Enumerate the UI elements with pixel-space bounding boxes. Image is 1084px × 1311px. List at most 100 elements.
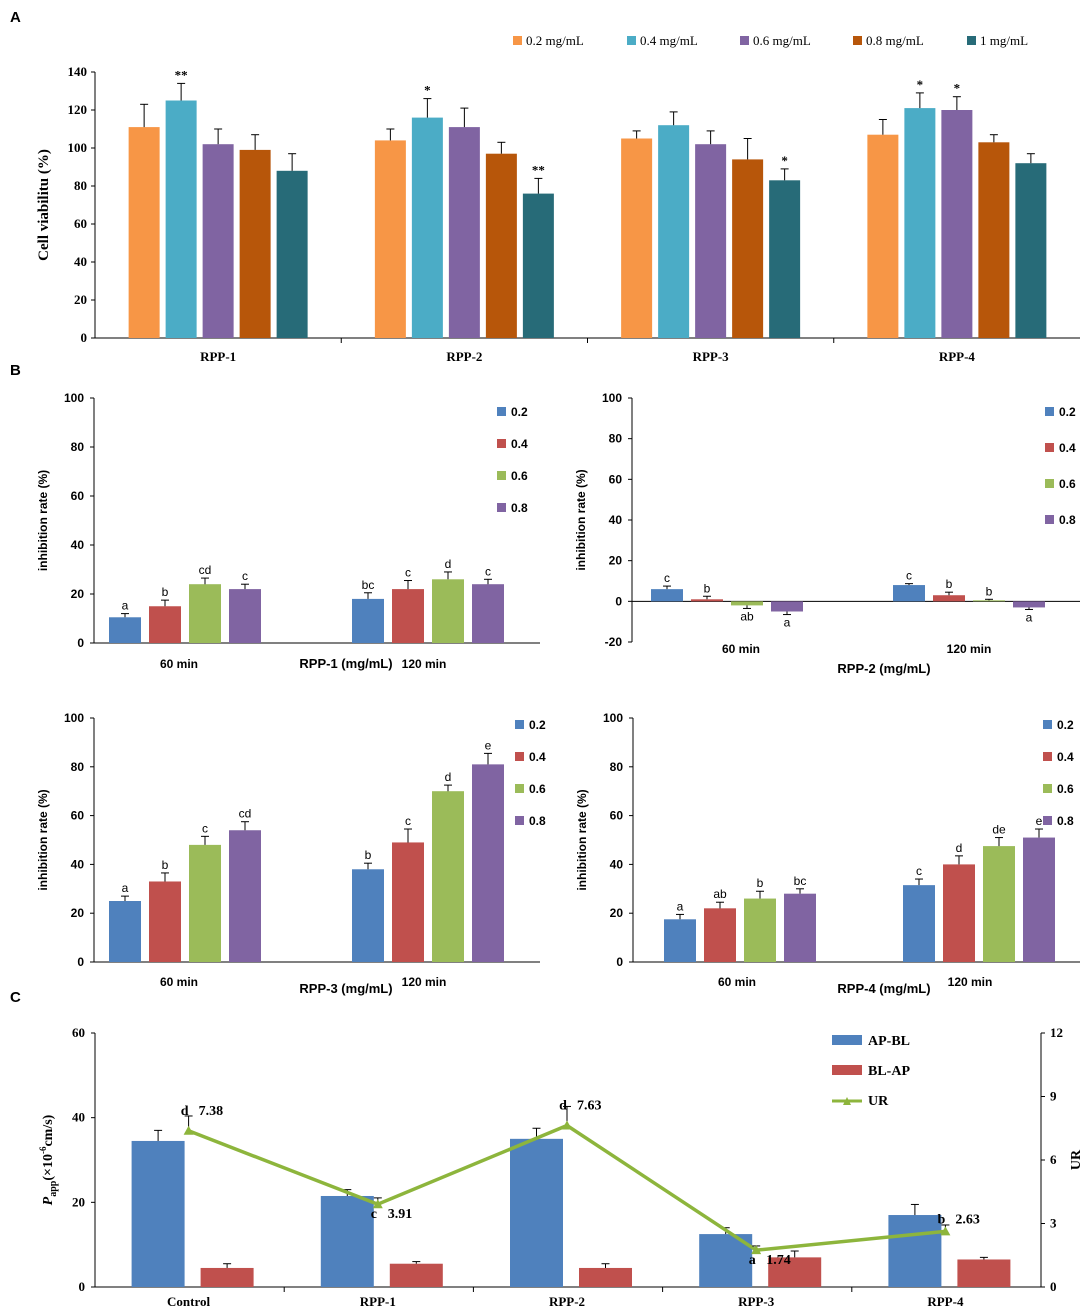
legend-swatch [515,816,524,825]
x-tick-label: RPP-3 [738,1294,775,1309]
bar [109,901,141,962]
x-tick-label: 60 min [722,642,760,656]
y-tick-label: 80 [71,440,85,454]
significance-label: c [485,564,491,578]
legend-swatch [515,720,524,729]
bar [320,1195,374,1287]
legend-label: 0.2 mg/mL [526,33,584,48]
x-axis-title: RPP-1 (mg/mL) [299,656,392,671]
bar [695,144,727,338]
y-axis-title: Papp(×10-6cm/s) [38,1114,59,1205]
bar [973,600,1005,602]
significance-label: ** [175,67,188,82]
significance-label: b [757,876,764,890]
significance-label: c [906,569,912,583]
chart-c: 0 20 40 60 0 3 6 9 12 Papp(×10-6cm/s) UR Control RPP… [38,1025,1084,1309]
y-axis-title: inhibition rate (%) [36,789,50,890]
legend-swatch [1045,479,1054,488]
chart-b3: 0 20 40 60 80 100 inhibition rate (%) 60 min a b c… [36,711,546,996]
y-tick-label: 0 [79,1279,86,1294]
significance-label: b [986,584,993,598]
legend-swatch [1045,443,1054,452]
y-tick-label: 60 [74,216,87,231]
y-tick-label: 100 [602,391,622,405]
significance-label: cd [239,807,252,821]
ur-marker [372,1199,383,1209]
y-tick-label: 40 [71,538,85,552]
x-axis-title: RPP-4 (mg/mL) [837,981,930,996]
y-axis-title-unit: cm/s) [41,1114,56,1146]
significance-label: a [122,599,129,613]
legend-swatch [1045,407,1054,416]
significance-label: ** [532,162,545,177]
bar [579,1267,632,1287]
legend-label: 0.2 [529,718,546,732]
bar [744,898,776,962]
y-tick-label: 40 [72,1110,85,1125]
significance-label: b [365,848,372,862]
significance-label: b [946,577,953,591]
bar [867,134,899,338]
significance-label: b [162,585,169,599]
x-tick-label: 60 min [160,975,198,989]
significance-label: ab [713,887,727,901]
legend-label: AP-BL [868,1034,910,1049]
bar [1013,601,1045,608]
significance-label: c [405,566,411,580]
significance-label: * [424,83,431,98]
significance-label: cd [199,563,212,577]
bar [784,893,816,962]
y-tick-label: 80 [74,178,87,193]
y-tick-label: 60 [71,809,85,823]
y2-tick-label: 3 [1050,1216,1057,1231]
ur-value-label: 7.63 [577,1098,602,1113]
x-tick-label: RPP-4 [927,1294,964,1309]
legend-swatch [853,36,862,45]
y-tick-label: 20 [74,292,87,307]
significance-label: a [1026,610,1033,624]
bar [485,153,517,338]
legend-swatch [740,36,749,45]
ur-value-label: 3.91 [388,1207,413,1222]
ur-letter: d [181,1104,189,1119]
bar [621,138,653,338]
bar [691,599,723,602]
x-tick-label: 120 min [402,975,447,989]
bar [768,1257,822,1287]
significance-label: * [917,77,924,92]
bar [664,919,696,962]
y-tick-label: 0 [77,955,84,969]
significance-label: c [664,571,670,585]
legend-swatch [1043,816,1052,825]
bar [392,589,424,643]
significance-label: * [781,153,788,168]
legend-label: 0.4 [529,750,546,764]
y-axis-title-symbol: P [41,1196,56,1205]
legend-label: 0.6 mg/mL [753,33,811,48]
bar [472,764,504,962]
legend-label: 0.4 [1057,750,1074,764]
y-tick-label: 100 [64,711,84,725]
bar [1023,837,1055,962]
y-tick-label: 60 [609,472,623,486]
ur-value-label: 1.74 [766,1253,791,1268]
legend-label: 0.4 [511,437,528,451]
y-axis-title-subscript: app [48,1180,59,1197]
significance-label: bc [362,578,375,592]
y-tick-label: 20 [71,906,85,920]
x-tick-label: 120 min [948,975,993,989]
bar [651,589,683,602]
legend-swatch [967,36,976,45]
x-tick-label: 60 min [160,657,198,671]
bar [165,100,197,338]
bar [732,159,764,338]
x-axis-title: RPP-2 (mg/mL) [837,661,930,676]
significance-label: d [445,770,452,784]
y-tick-label: 20 [71,587,85,601]
y-tick-label: -20 [605,635,623,649]
y2-tick-label: 6 [1050,1152,1057,1167]
significance-label: b [162,858,169,872]
legend-label: 1 mg/mL [980,33,1028,48]
x-tick-label: RPP-2 [446,349,482,364]
